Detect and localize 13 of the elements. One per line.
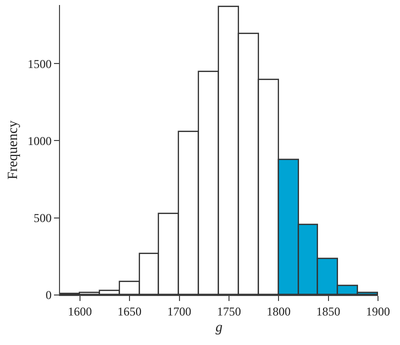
y-axis-title: Frequency: [6, 120, 22, 180]
x-tick-label: 1850: [316, 304, 340, 318]
x-tick-label: 1700: [167, 304, 192, 318]
y-tick-label: 0: [46, 288, 52, 302]
x-tick-label: 1600: [68, 304, 92, 318]
x-tick-label: 1900: [366, 304, 390, 318]
y-tick-label: 1000: [28, 134, 52, 148]
x-tick-label: 1750: [216, 304, 241, 318]
x-axis-title: g: [216, 320, 222, 336]
x-tick-label: 1800: [266, 304, 291, 318]
x-tick-label: 1650: [118, 304, 142, 318]
y-tick-label: 1500: [28, 56, 52, 71]
y-tick-label: 500: [34, 211, 52, 226]
